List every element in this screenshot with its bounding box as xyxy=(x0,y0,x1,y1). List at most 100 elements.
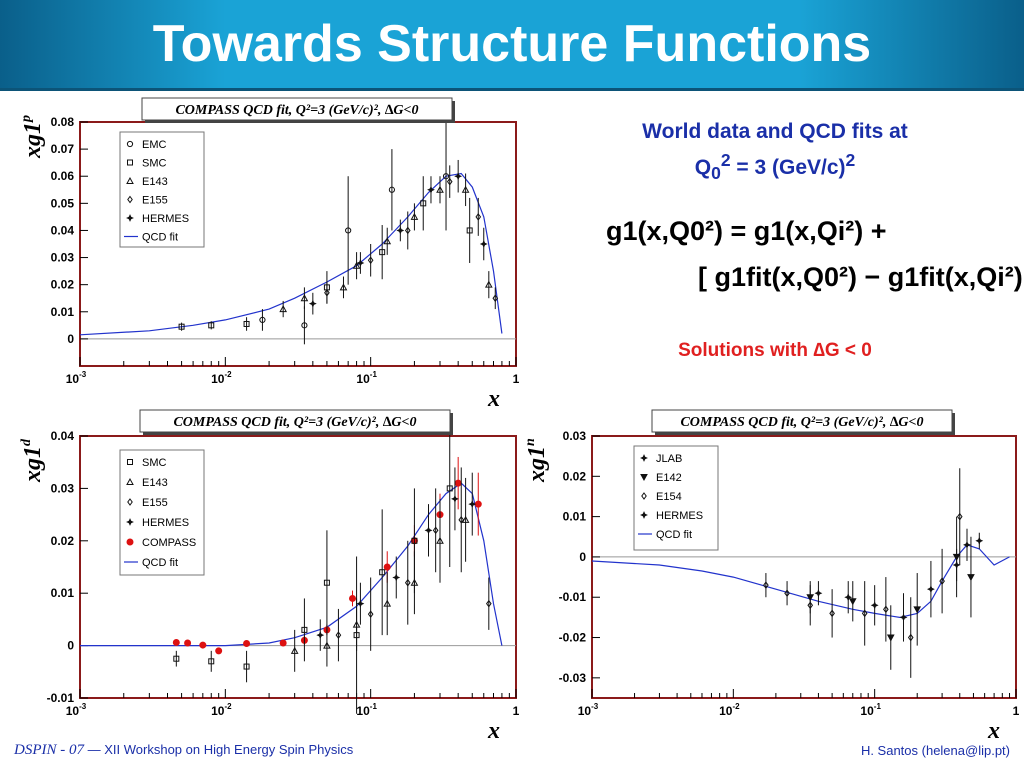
data-point-e143 xyxy=(383,227,392,255)
point-marker xyxy=(870,601,879,610)
data-point-jlab xyxy=(975,532,984,549)
point-marker xyxy=(446,485,453,492)
point-marker xyxy=(392,573,401,582)
point-marker xyxy=(215,647,223,655)
point-marker xyxy=(848,598,857,606)
side-title-sub: 0 xyxy=(711,163,721,184)
y-tick-label: 0.02 xyxy=(563,469,587,483)
footer-workshop: XII Workshop on High Energy Spin Physics xyxy=(104,742,354,757)
y-axis-title: xg1n xyxy=(523,438,550,483)
y-tick-label: 0.07 xyxy=(51,142,75,156)
data-point-compass xyxy=(243,640,251,648)
data-point-compass xyxy=(279,639,287,647)
data-point-e142 xyxy=(848,581,857,622)
point-marker xyxy=(468,500,477,509)
legend-marker xyxy=(640,474,648,482)
x-tick-label: 10-3 xyxy=(66,702,87,718)
data-point-hermes xyxy=(479,227,488,261)
point-marker xyxy=(442,173,450,180)
x-axis-title: x xyxy=(987,718,1000,744)
legend-item-e143: E143 xyxy=(126,477,168,489)
data-point-smc xyxy=(379,509,386,636)
point-marker xyxy=(436,536,444,544)
data-point-e142 xyxy=(913,573,922,646)
y-tick-label: 0.08 xyxy=(51,115,75,129)
point-marker xyxy=(454,479,462,487)
point-marker xyxy=(352,620,361,628)
data-point-e155 xyxy=(432,488,439,573)
data-point-hermes xyxy=(899,593,908,642)
point-marker xyxy=(208,322,215,329)
data-point-e154 xyxy=(907,597,914,678)
y-tick-label: 0.06 xyxy=(51,169,75,183)
point-marker xyxy=(420,200,427,207)
legend: SMC E143 E155 HERMES COMPASS QCD fit xyxy=(119,449,205,576)
data-point-e143 xyxy=(300,287,309,310)
data-point-e154 xyxy=(829,589,835,638)
data-point-hermes xyxy=(870,585,879,626)
legend-box xyxy=(119,131,205,248)
legend-label: JLAB xyxy=(656,453,682,465)
point-marker xyxy=(913,606,922,614)
legend-label: HERMES xyxy=(656,510,703,522)
legend-label: EMC xyxy=(142,139,167,151)
data-point-jlab xyxy=(963,528,971,561)
point-marker xyxy=(763,581,769,589)
data-point-hermes xyxy=(392,556,401,599)
point-marker xyxy=(335,631,342,639)
data-point-e143 xyxy=(436,498,444,583)
data-point-hermes xyxy=(356,582,365,625)
data-point-e155 xyxy=(492,287,499,310)
point-marker xyxy=(308,299,317,308)
point-marker xyxy=(404,226,411,235)
data-point-compass xyxy=(199,641,207,649)
x-tick-label: 10-2 xyxy=(719,702,740,718)
data-point-smc xyxy=(243,317,250,331)
solutions-delta: ∆ xyxy=(813,340,825,361)
y-tick-label: -0.01 xyxy=(47,691,75,705)
y-tick-label: 0 xyxy=(67,639,74,653)
x-tick-label: 1 xyxy=(513,704,520,718)
data-point-e143 xyxy=(461,477,470,562)
point-marker xyxy=(339,283,348,291)
title-banner xyxy=(0,0,1024,91)
point-marker xyxy=(323,579,330,586)
point-marker xyxy=(899,613,908,622)
legend-marker xyxy=(126,538,134,546)
data-point-e142 xyxy=(952,516,961,598)
data-point-hermes xyxy=(814,581,823,606)
data-point-e143 xyxy=(436,176,444,204)
legend-label: HERMES xyxy=(142,517,189,529)
solutions-prefix: Solutions with xyxy=(678,340,814,361)
y-tick-label: 0 xyxy=(579,550,586,564)
data-point-e155 xyxy=(367,244,374,277)
point-marker xyxy=(446,177,453,186)
point-marker xyxy=(861,609,868,618)
point-marker xyxy=(243,320,250,327)
side-title-line1: World data and QCD fits at xyxy=(642,120,908,143)
data-point-emc xyxy=(301,306,308,345)
point-marker xyxy=(886,634,895,642)
data-point-e154 xyxy=(861,581,868,646)
side-title-sup1: 2 xyxy=(720,150,731,170)
data-point-hermes xyxy=(308,292,317,315)
y-tick-label: 0.02 xyxy=(51,278,75,292)
x-tick-label: 10-3 xyxy=(66,370,87,386)
title-frame xyxy=(651,409,953,433)
data-point-e143 xyxy=(461,173,470,207)
data-point-hermes xyxy=(356,252,365,274)
point-marker xyxy=(243,663,250,670)
y-tick-label: 0.01 xyxy=(563,510,587,524)
legend-marker xyxy=(126,477,134,485)
data-point-e155 xyxy=(446,165,453,198)
data-point-e155 xyxy=(367,577,374,651)
data-point-e155 xyxy=(485,577,492,630)
y-tick-label: 0.03 xyxy=(51,251,75,265)
point-marker xyxy=(479,240,488,248)
point-marker xyxy=(356,599,365,608)
legend-box xyxy=(119,449,205,576)
data-point-smc xyxy=(243,650,250,683)
point-marker xyxy=(807,601,814,610)
y-tick-label: 0.03 xyxy=(51,481,75,495)
data-point-e143 xyxy=(323,624,331,667)
